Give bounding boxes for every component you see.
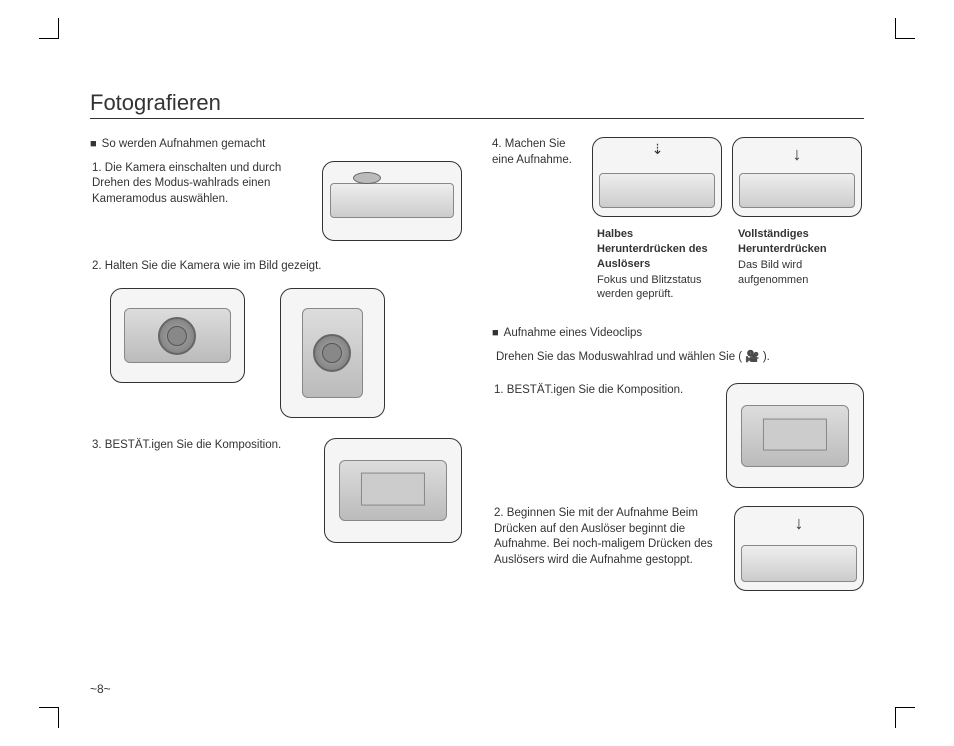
half-press-title: Halbes Herunterdrücken des Auslösers: [597, 227, 723, 272]
arrow-down-icon: ↓: [793, 142, 802, 166]
half-press-description: Halbes Herunterdrücken des Auslösers Fok…: [597, 227, 723, 302]
step-3-row: 3. BESTÄT.igen Sie die Komposition.: [90, 438, 462, 543]
crop-mark: [58, 18, 59, 38]
illustration-hold-landscape: [110, 288, 245, 383]
step-2-illustrations: [90, 288, 462, 418]
square-bullet-icon: ■: [90, 137, 97, 152]
full-press-title: Vollständiges Herunterdrücken: [738, 227, 864, 257]
two-column-layout: ■ So werden Aufnahmen gemacht 1. Die Kam…: [90, 137, 864, 609]
crop-mark: [895, 707, 915, 708]
step-1-row: 1. Die Kamera einschalten und durch Dreh…: [90, 161, 462, 241]
right-column: 4. Machen Sie eine Aufnahme. ⇣ ↓ Halbes …: [492, 137, 864, 609]
illustration-mode-dial: [322, 161, 462, 241]
section-heading: ■ So werden Aufnahmen gemacht: [90, 137, 462, 153]
page-content: Fotografieren ■ So werden Aufnahmen gema…: [90, 90, 864, 696]
crop-mark: [895, 38, 915, 39]
crop-mark: [39, 38, 59, 39]
crop-mark: [895, 18, 896, 38]
step-4-text: 4. Machen Sie eine Aufnahme.: [492, 137, 582, 168]
illustration-hold-portrait: [280, 288, 385, 418]
left-column: ■ So werden Aufnahmen gemacht 1. Die Kam…: [90, 137, 462, 609]
video-step-2-row: 2. Beginnen Sie mit der Aufnahme Beim Dr…: [492, 506, 864, 591]
step-4-row: 4. Machen Sie eine Aufnahme. ⇣ ↓: [492, 137, 864, 217]
square-bullet-icon: ■: [492, 326, 499, 341]
step-1-text: 1. Die Kamera einschalten und durch Dreh…: [90, 161, 310, 208]
crop-mark: [39, 707, 59, 708]
arrow-down-icon: ↓: [795, 511, 804, 535]
video-section-heading: ■ Aufnahme eines Videoclips: [492, 326, 864, 342]
page-title: Fotografieren: [90, 90, 864, 119]
step-2-text: 2. Halten Sie die Kamera wie im Bild gez…: [90, 259, 462, 275]
section-heading-text: So werden Aufnahmen gemacht: [102, 137, 266, 153]
arrow-dotted-icon: ⇣: [652, 140, 663, 159]
full-press-body: Das Bild wird aufgenommen: [738, 258, 864, 288]
video-step-1-text: 1. BESTÄT.igen Sie die Komposition.: [492, 383, 714, 399]
illustration-full-press: ↓: [732, 137, 862, 217]
shutter-description-row: Halbes Herunterdrücken des Auslösers Fok…: [492, 227, 864, 302]
illustration-half-press: ⇣: [592, 137, 722, 217]
video-step-1-row: 1. BESTÄT.igen Sie die Komposition.: [492, 383, 864, 488]
illustration-composition-screen: [324, 438, 462, 543]
video-section-heading-text: Aufnahme eines Videoclips: [504, 326, 643, 342]
half-press-body: Fokus und Blitzstatus werden geprüft.: [597, 273, 723, 303]
full-press-description: Vollständiges Herunterdrücken Das Bild w…: [738, 227, 864, 302]
illustration-video-record: ↓: [734, 506, 864, 591]
video-intro-text: Drehen Sie das Moduswahlrad und wählen S…: [492, 350, 864, 366]
step-3-text: 3. BESTÄT.igen Sie die Komposition.: [90, 438, 312, 454]
page-number: ~8~: [90, 682, 111, 696]
crop-mark: [895, 708, 896, 728]
illustration-video-composition: [726, 383, 864, 488]
video-step-2-text: 2. Beginnen Sie mit der Aufnahme Beim Dr…: [492, 506, 722, 568]
crop-mark: [58, 708, 59, 728]
